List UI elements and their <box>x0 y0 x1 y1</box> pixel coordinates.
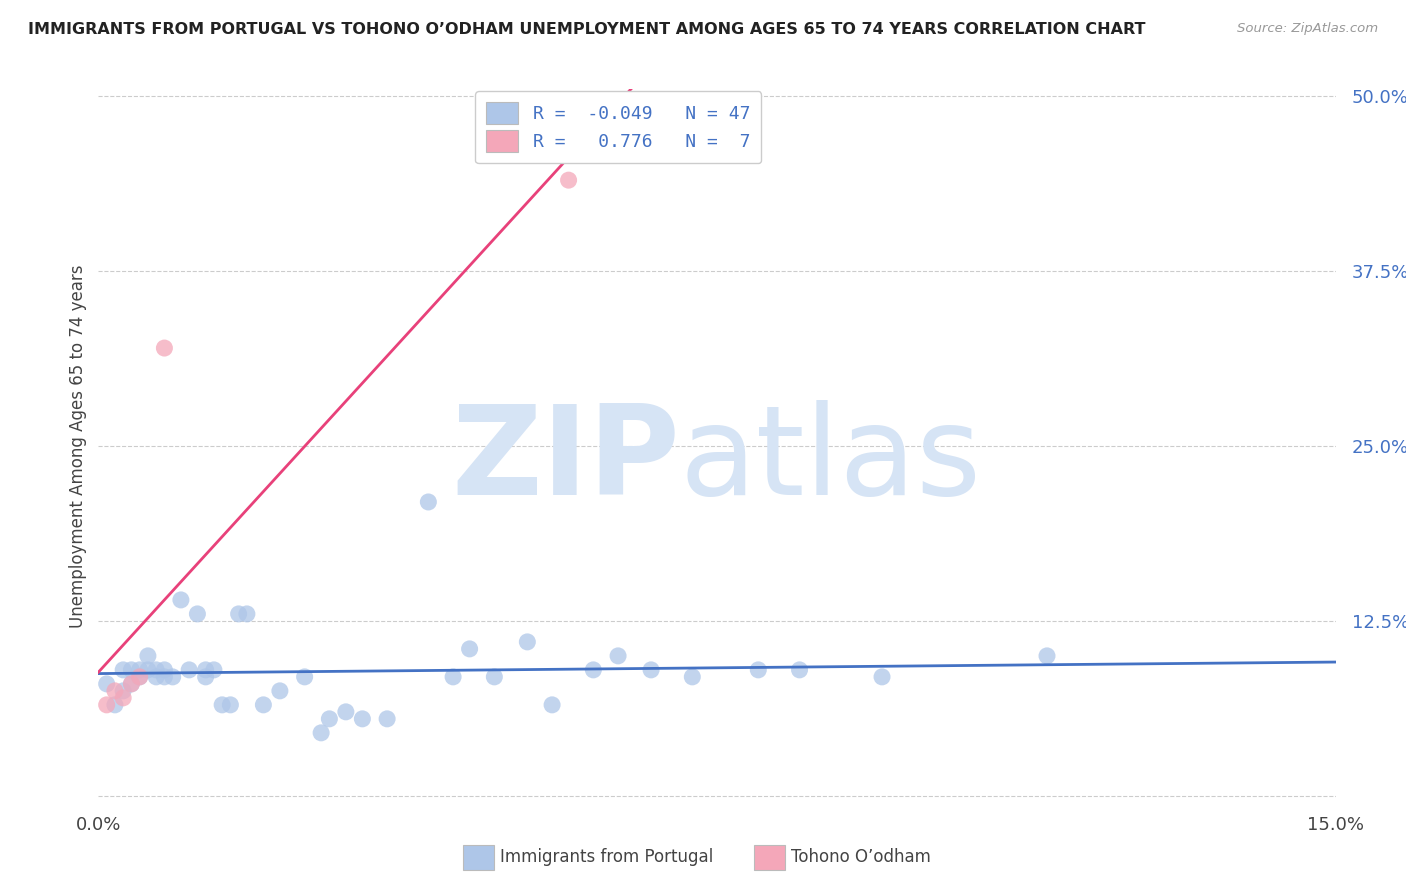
Point <box>352 712 374 726</box>
Point <box>112 690 135 705</box>
Point <box>228 607 250 621</box>
Point <box>441 670 464 684</box>
Point <box>162 670 184 684</box>
Point <box>128 663 150 677</box>
Point <box>747 663 769 677</box>
Point <box>418 495 440 509</box>
Point <box>145 670 167 684</box>
Point <box>458 641 481 656</box>
Point <box>136 648 159 663</box>
Point <box>516 635 538 649</box>
Point <box>120 677 142 691</box>
Point <box>318 712 340 726</box>
Point <box>557 173 579 187</box>
Point <box>153 670 176 684</box>
Point <box>120 677 142 691</box>
Legend: R =  -0.049   N = 47, R =   0.776   N =  7: R = -0.049 N = 47, R = 0.776 N = 7 <box>475 91 761 163</box>
Text: IMMIGRANTS FROM PORTUGAL VS TOHONO O’ODHAM UNEMPLOYMENT AMONG AGES 65 TO 74 YEAR: IMMIGRANTS FROM PORTUGAL VS TOHONO O’ODH… <box>28 22 1146 37</box>
Point <box>252 698 274 712</box>
Point <box>96 677 118 691</box>
Text: atlas: atlas <box>681 400 981 521</box>
Point <box>309 726 332 740</box>
Point <box>294 670 316 684</box>
Point <box>153 341 176 355</box>
Text: Tohono O’odham: Tohono O’odham <box>790 848 931 866</box>
Point <box>136 663 159 677</box>
Point <box>219 698 242 712</box>
Point <box>582 663 605 677</box>
Point <box>170 593 193 607</box>
Point <box>104 684 127 698</box>
Point <box>194 670 217 684</box>
Point <box>335 705 357 719</box>
Point <box>112 663 135 677</box>
Point <box>236 607 259 621</box>
Point <box>145 663 167 677</box>
Point <box>128 670 150 684</box>
Point <box>96 698 118 712</box>
Point <box>104 698 127 712</box>
Text: ZIP: ZIP <box>451 400 681 521</box>
Point <box>1036 648 1059 663</box>
Point <box>120 663 142 677</box>
Point <box>607 648 630 663</box>
Point <box>179 663 201 677</box>
Point <box>640 663 662 677</box>
Point <box>128 670 150 684</box>
Text: Immigrants from Portugal: Immigrants from Portugal <box>501 848 713 866</box>
Point <box>870 670 893 684</box>
Point <box>211 698 233 712</box>
Point <box>194 663 217 677</box>
Point <box>541 698 564 712</box>
Point <box>186 607 208 621</box>
Point <box>375 712 398 726</box>
Point <box>202 663 225 677</box>
Point <box>153 663 176 677</box>
Point <box>681 670 703 684</box>
Point <box>112 684 135 698</box>
Point <box>484 670 506 684</box>
Point <box>269 684 291 698</box>
Point <box>789 663 811 677</box>
Text: Source: ZipAtlas.com: Source: ZipAtlas.com <box>1237 22 1378 36</box>
Y-axis label: Unemployment Among Ages 65 to 74 years: Unemployment Among Ages 65 to 74 years <box>69 264 87 628</box>
